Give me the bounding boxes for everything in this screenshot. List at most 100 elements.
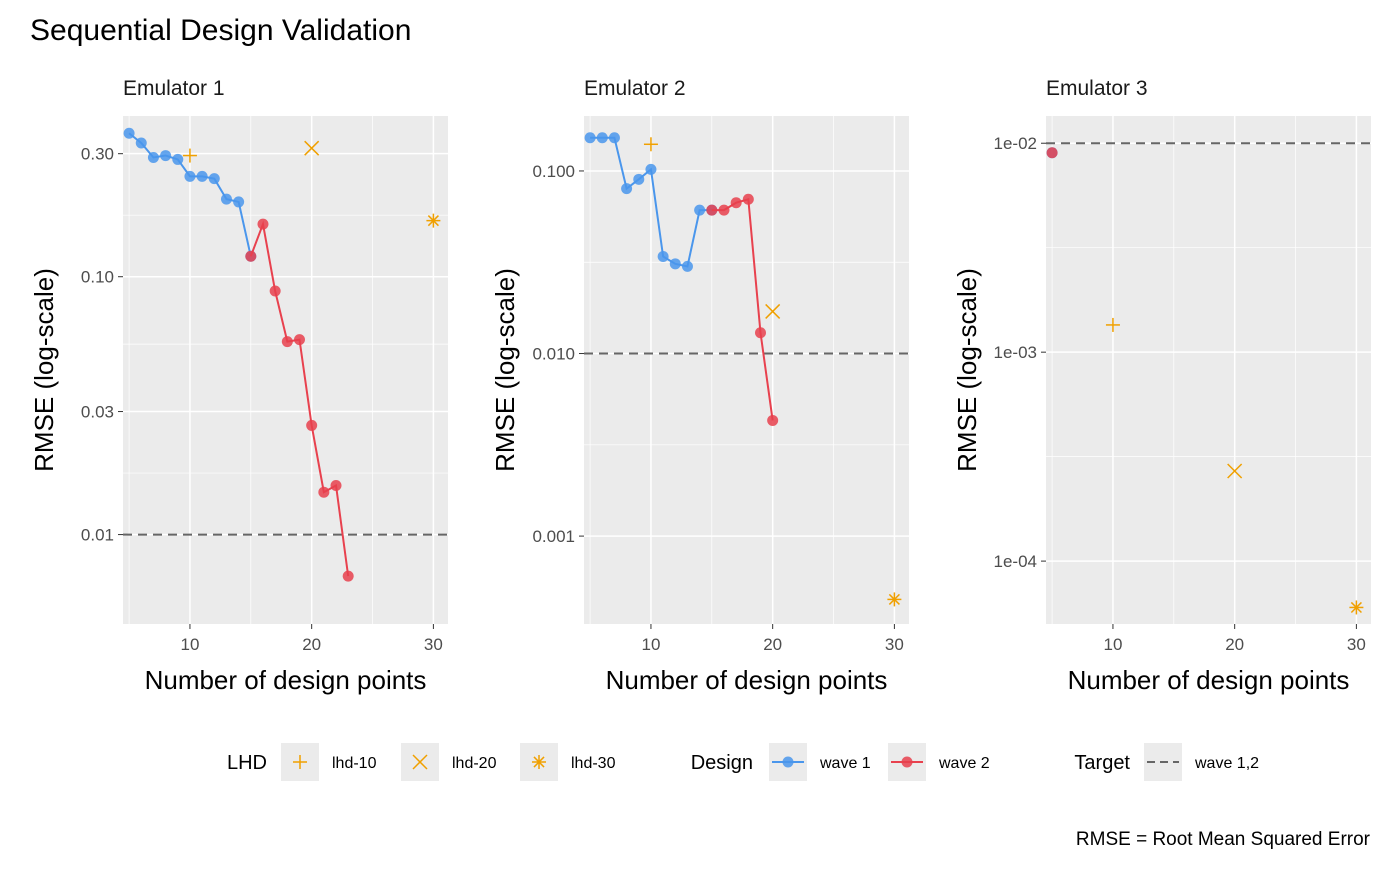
- data-point-wave-1: [657, 250, 669, 262]
- x-axis-label: Number of design points: [145, 665, 427, 695]
- legend-label-lhd-10: lhd-10: [332, 755, 377, 772]
- y-tick-label: 1e-04: [994, 552, 1037, 571]
- legend: LHD lhd-10 lhd-20 lhd-30 Design wave 1 wave 2 T…: [227, 743, 1259, 781]
- data-point-wave-1: [147, 151, 159, 163]
- data-point-wave-2: [281, 336, 293, 348]
- legend-key-point-wave-1: [782, 756, 794, 768]
- x-tick-label: 10: [180, 635, 199, 654]
- y-tick-label: 0.010: [532, 345, 575, 364]
- lhd-marker-lhd-10: [182, 148, 197, 163]
- figure-title: Sequential Design Validation: [30, 14, 411, 47]
- y-tick-label: 1e-03: [994, 343, 1037, 362]
- data-point-wave-2: [293, 334, 305, 346]
- data-point-wave-1: [233, 196, 245, 208]
- data-point-wave-1: [184, 170, 196, 182]
- data-point-wave-1: [160, 150, 172, 162]
- lhd-marker-lhd-10: [1105, 317, 1120, 332]
- data-point-wave-1: [584, 132, 596, 144]
- panel-title: Emulator 1: [123, 77, 225, 100]
- x-tick-label: 30: [424, 635, 443, 654]
- data-point-wave-2: [269, 285, 281, 297]
- legend-title-lhd: LHD: [227, 752, 267, 774]
- x-axis-label: Number of design points: [1068, 665, 1350, 695]
- y-axis-label: RMSE (log-scale): [490, 268, 520, 472]
- legend-label-lhd-30: lhd-30: [571, 755, 616, 772]
- data-point-wave-2: [330, 479, 342, 491]
- data-point-wave-1: [123, 127, 135, 139]
- caption: RMSE = Root Mean Squared Error: [1076, 829, 1371, 850]
- data-point-wave-2: [318, 486, 330, 498]
- data-point-wave-2: [257, 218, 269, 230]
- data-point-wave-1: [645, 163, 657, 175]
- legend-label-wave-1: wave 1: [819, 755, 871, 772]
- y-tick-label: 0.10: [81, 268, 114, 287]
- y-tick-label: 0.30: [81, 145, 114, 164]
- lhd-marker-lhd-30: [887, 592, 902, 607]
- legend-key-point-wave-2: [901, 756, 913, 768]
- y-tick-label: 1e-02: [994, 134, 1037, 153]
- legend-title-design: Design: [691, 752, 753, 774]
- panel-emulator-1: 0.01 0.03 0.10 0.30 10 20 30 Emulator 1 Number o…: [29, 77, 448, 695]
- x-tick-label: 10: [1103, 635, 1122, 654]
- lhd-marker-lhd-20: [304, 140, 320, 156]
- y-tick-label: 0.001: [532, 527, 575, 546]
- x-tick-label: 20: [302, 635, 321, 654]
- data-point-wave-1: [669, 258, 681, 270]
- x-tick-label: 20: [763, 635, 782, 654]
- legend-key-lhd-10: [293, 755, 307, 769]
- data-point-wave-2: [245, 250, 257, 262]
- data-point-wave-1: [208, 173, 220, 185]
- y-tick-label: 0.01: [81, 526, 114, 545]
- lhd-marker-lhd-30-stroke-b: [888, 593, 900, 605]
- data-point-wave-2: [706, 204, 718, 216]
- x-tick-label: 10: [641, 635, 660, 654]
- lhd-marker-lhd-30: [1349, 600, 1364, 615]
- data-point-wave-2: [1046, 147, 1058, 159]
- panel-emulator-3: 1e-04 1e-03 1e-02 10 20 30 Emulator 3 Number of…: [952, 77, 1371, 695]
- legend-label-target: wave 1,2: [1194, 755, 1259, 772]
- x-tick-label: 30: [1347, 635, 1366, 654]
- lhd-marker-lhd-30-stroke-b: [427, 215, 439, 227]
- lhd-marker-lhd-30: [426, 213, 441, 228]
- y-axis-label: RMSE (log-scale): [952, 268, 982, 472]
- data-point-wave-1: [135, 137, 147, 149]
- data-point-wave-1: [196, 170, 208, 182]
- data-point-wave-1: [621, 183, 633, 195]
- y-axis-label: RMSE (log-scale): [29, 268, 59, 472]
- data-point-wave-1: [596, 132, 608, 144]
- data-point-wave-2: [767, 414, 779, 426]
- data-point-wave-2: [342, 570, 354, 582]
- panel-background: [584, 116, 909, 624]
- lhd-marker-lhd-20-stroke-b: [1227, 463, 1243, 479]
- legend-key-lhd-30: [532, 755, 546, 769]
- data-point-wave-1: [681, 260, 693, 272]
- legend-label-lhd-20: lhd-20: [452, 755, 497, 772]
- lhd-marker-lhd-20-stroke-b: [765, 303, 781, 319]
- data-point-wave-2: [742, 193, 754, 205]
- x-tick-label: 30: [885, 635, 904, 654]
- panel-title: Emulator 2: [584, 77, 686, 100]
- legend-key-lhd-30-stroke-b: [533, 756, 545, 768]
- y-tick-label: 0.100: [532, 162, 575, 181]
- data-point-wave-1: [694, 204, 706, 216]
- lhd-marker-lhd-20: [1227, 463, 1243, 479]
- legend-key-lhd-20: [412, 754, 428, 770]
- data-point-wave-2: [718, 204, 730, 216]
- legend-title-target: Target: [1074, 752, 1130, 774]
- legend-label-wave-2: wave 2: [938, 755, 990, 772]
- lhd-marker-lhd-30-stroke-b: [1350, 601, 1362, 614]
- x-axis-label: Number of design points: [606, 665, 888, 695]
- lhd-marker-lhd-20-stroke-b: [304, 140, 320, 156]
- legend-key-lhd-20-stroke-b: [412, 754, 428, 770]
- data-point-wave-1: [172, 153, 184, 165]
- data-point-wave-2: [754, 327, 766, 339]
- data-point-wave-2: [306, 419, 318, 431]
- data-point-wave-1: [633, 173, 645, 185]
- data-point-wave-2: [730, 197, 742, 209]
- panel-background: [123, 116, 448, 624]
- lhd-marker-lhd-10: [643, 137, 658, 152]
- x-tick-label: 20: [1225, 635, 1244, 654]
- panel-background: [1046, 116, 1371, 624]
